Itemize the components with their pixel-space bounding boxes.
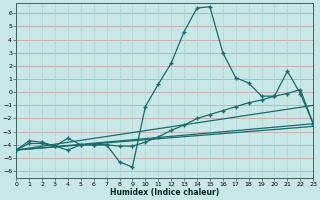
X-axis label: Humidex (Indice chaleur): Humidex (Indice chaleur) [110,188,219,197]
